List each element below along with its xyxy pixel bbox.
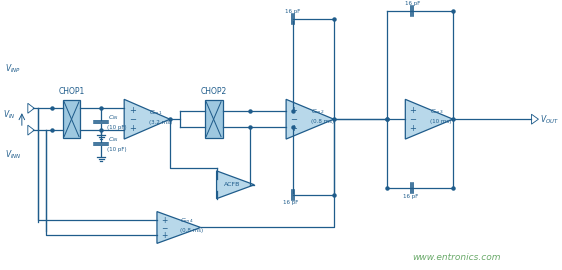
- Text: +: +: [290, 124, 297, 133]
- Text: +: +: [290, 106, 297, 115]
- Text: 16 pF: 16 pF: [283, 200, 299, 205]
- Polygon shape: [28, 125, 34, 135]
- Text: $V_{INP}$: $V_{INP}$: [5, 62, 21, 75]
- Text: $G_{m2}$: $G_{m2}$: [311, 107, 324, 116]
- Text: +: +: [409, 124, 416, 133]
- Text: $V_{INN}$: $V_{INN}$: [5, 149, 21, 161]
- Polygon shape: [157, 212, 201, 243]
- Text: −: −: [161, 224, 167, 233]
- Text: $V_{IN}$: $V_{IN}$: [3, 109, 16, 122]
- Text: (0.8 ms): (0.8 ms): [311, 119, 334, 124]
- Text: +: +: [129, 124, 136, 133]
- Text: −: −: [290, 115, 297, 124]
- Polygon shape: [124, 99, 170, 139]
- Text: (10 ms): (10 ms): [430, 119, 451, 124]
- Polygon shape: [216, 171, 255, 199]
- Text: (10 pF): (10 pF): [107, 125, 127, 130]
- Polygon shape: [532, 114, 538, 124]
- Text: (3.2 ms): (3.2 ms): [149, 120, 172, 125]
- Text: −: −: [129, 115, 136, 124]
- Bar: [62, 100, 80, 138]
- Text: (0.8 ms): (0.8 ms): [180, 228, 203, 233]
- Text: 16 pF: 16 pF: [285, 9, 301, 14]
- Text: CHOP2: CHOP2: [201, 87, 226, 96]
- Text: $V_{OUT}$: $V_{OUT}$: [541, 114, 559, 126]
- Text: $C_{IN}$: $C_{IN}$: [108, 135, 119, 144]
- Text: www.entronics.com: www.entronics.com: [413, 253, 501, 262]
- Polygon shape: [28, 103, 34, 113]
- Bar: [205, 100, 223, 138]
- Polygon shape: [286, 99, 334, 139]
- Polygon shape: [405, 99, 453, 139]
- Text: CHOP1: CHOP1: [58, 87, 85, 96]
- Text: $C_{IN}$: $C_{IN}$: [108, 113, 119, 122]
- Text: ACFB: ACFB: [224, 182, 241, 187]
- Text: +: +: [161, 216, 167, 225]
- Text: +: +: [129, 106, 136, 115]
- Text: +: +: [409, 106, 416, 115]
- Text: $G_{m4}$: $G_{m4}$: [180, 216, 193, 225]
- Text: −: −: [409, 115, 416, 124]
- Text: +: +: [161, 231, 167, 240]
- Text: $G_{m1}$: $G_{m1}$: [149, 108, 162, 117]
- Text: 16 pF: 16 pF: [405, 1, 420, 6]
- Text: $G_{m3}$: $G_{m3}$: [430, 107, 443, 116]
- Text: 16 pF: 16 pF: [402, 194, 418, 199]
- Text: (10 pF): (10 pF): [107, 147, 127, 151]
